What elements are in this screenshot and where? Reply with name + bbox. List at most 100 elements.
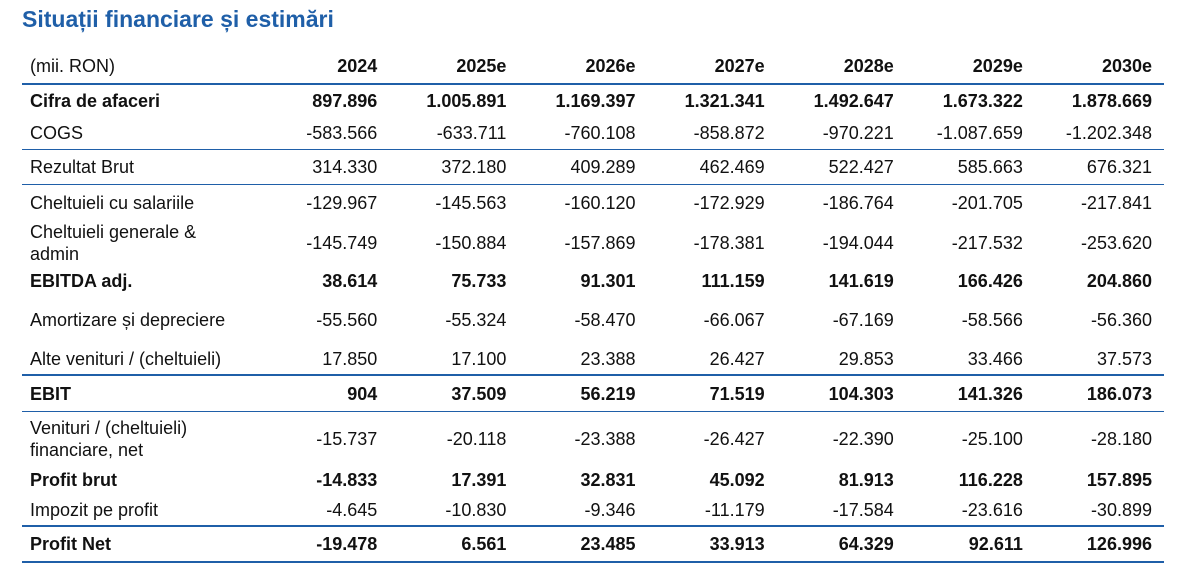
row-label: EBITDA adj. (30, 271, 133, 291)
value-cell: -253.620 (1080, 233, 1152, 253)
table-row: Cifra de afaceri 897.896 1.005.891 1.169.39… (22, 84, 1164, 117)
value-cell: -129.967 (260, 184, 390, 220)
value-cell: 111.159 (701, 271, 765, 291)
row-label: Cifra de afaceri (30, 91, 161, 111)
value-cell: 33.466 (967, 349, 1023, 369)
table-row: COGS -583.566 -633.711 -760.108 -858.872 -970… (22, 117, 1164, 150)
value-cell: 372.180 (389, 149, 519, 185)
value-cell: -10.830 (445, 499, 507, 520)
row-label: Profit Net (22, 525, 261, 563)
value-cell: 897.896 (312, 91, 378, 111)
value-cell: -760.108 (564, 123, 636, 143)
table-row: Cheltuieli generale & admin -145.749 -150.… (22, 220, 1164, 266)
value-cell: -1.087.659 (936, 123, 1023, 143)
row-label: EBIT (22, 374, 261, 412)
table-row: EBITDA adj. 38.614 75.733 91.301 111.159 141.… (22, 266, 1164, 296)
row-label: Amortizare și depreciere (30, 310, 226, 330)
value-cell: -178.381 (693, 233, 765, 253)
value-cell: 141.326 (905, 374, 1035, 412)
value-cell: 204.860 (1086, 271, 1152, 291)
value-cell: -66.067 (703, 310, 765, 330)
value-cell: -970.221 (822, 123, 894, 143)
value-cell: -26.427 (647, 411, 777, 465)
value-cell: 64.329 (776, 525, 906, 563)
value-cell: -150.884 (435, 233, 507, 253)
value-cell: -23.616 (961, 499, 1023, 520)
table-row: EBIT 904 37.509 56.219 71.519 104.303 141.326 1… (22, 374, 1164, 412)
value-cell: 29.853 (838, 349, 894, 369)
header-row: (mii. RON) 2024 2025e 2026e 2027e 2028e … (22, 48, 1164, 85)
value-cell: 17.100 (451, 349, 507, 369)
row-label: Alte venituri / (cheltuieli) (30, 349, 222, 369)
table-row: Cheltuieli cu salariile -129.967 -145.563 -… (22, 184, 1164, 220)
row-label: Impozit pe profit (30, 499, 159, 520)
value-cell: -9.346 (584, 499, 636, 520)
value-cell: -4.645 (326, 499, 378, 520)
value-cell: 522.427 (776, 149, 906, 185)
table-row: Venituri / (cheltuieli) financiare, net -… (22, 411, 1164, 465)
table-row: Impozit pe profit -4.645 -10.830 -9.346 -11.… (22, 494, 1164, 526)
value-cell: 75.733 (451, 271, 507, 291)
value-cell: 71.519 (647, 374, 777, 412)
value-cell: 17.850 (322, 349, 378, 369)
value-cell: 37.573 (1096, 349, 1152, 369)
value-cell: 157.895 (1086, 469, 1152, 490)
value-cell: 116.228 (958, 469, 1023, 490)
value-cell: -186.764 (776, 184, 906, 220)
value-cell: -14.833 (316, 469, 378, 490)
value-cell: -145.563 (389, 184, 519, 220)
value-cell: 91.301 (580, 271, 636, 291)
table-row: Amortizare și depreciere -55.560 -55.324 -5… (22, 296, 1164, 344)
value-cell: -22.390 (776, 411, 906, 465)
value-cell: 1.673.322 (942, 91, 1023, 111)
year-header: 2027e (647, 48, 777, 85)
table-row: Alte venituri / (cheltuieli) 17.850 17.100… (22, 344, 1164, 375)
value-cell: 92.611 (905, 525, 1035, 563)
row-label: Cheltuieli cu salariile (22, 184, 261, 220)
year-header: 2024 (260, 48, 390, 85)
value-cell: 314.330 (260, 149, 390, 185)
value-cell: -23.388 (518, 411, 648, 465)
value-cell: -858.872 (693, 123, 765, 143)
value-cell: 409.289 (518, 149, 648, 185)
value-cell: -55.560 (316, 310, 378, 330)
year-header: 2028e (776, 48, 906, 85)
value-cell: 1.321.341 (684, 91, 765, 111)
row-label: COGS (30, 123, 84, 143)
value-cell: -11.179 (704, 499, 765, 520)
value-cell: -17.584 (832, 499, 894, 520)
value-cell: 81.913 (838, 469, 894, 490)
year-header: 2026e (518, 48, 648, 85)
value-cell: 166.426 (957, 271, 1023, 291)
value-cell: 141.619 (828, 271, 894, 291)
value-cell: 126.996 (1034, 525, 1164, 563)
value-cell: -194.044 (822, 233, 894, 253)
value-cell: -28.180 (1034, 411, 1164, 465)
table-row: Profit brut -14.833 17.391 32.831 45.092 81.9… (22, 465, 1164, 494)
row-label: Venituri / (cheltuieli) financiare, net (22, 411, 261, 465)
value-cell: -58.566 (961, 310, 1023, 330)
value-cell: -19.478 (260, 525, 390, 563)
page-title: Situații financiare și estimări (22, 6, 334, 32)
value-cell: 37.509 (389, 374, 519, 412)
value-cell: 186.073 (1034, 374, 1164, 412)
value-cell: 1.005.891 (426, 91, 507, 111)
value-cell: 104.303 (776, 374, 906, 412)
value-cell: -633.711 (436, 123, 507, 143)
value-cell: 45.092 (709, 469, 765, 490)
value-cell: 33.913 (647, 525, 777, 563)
value-cell: 1.878.669 (1071, 91, 1152, 111)
value-cell: 676.321 (1034, 149, 1164, 185)
value-cell: -20.118 (389, 411, 519, 465)
value-cell: -55.324 (445, 310, 507, 330)
value-cell: 23.388 (580, 349, 636, 369)
value-cell: 23.485 (518, 525, 648, 563)
financial-table: (mii. RON) 2024 2025e 2026e 2027e 2028e … (22, 48, 1164, 563)
value-cell: -25.100 (905, 411, 1035, 465)
value-cell: -67.169 (832, 310, 894, 330)
value-cell: 6.561 (389, 525, 519, 563)
value-cell: -157.869 (564, 233, 636, 253)
value-cell: 17.391 (451, 469, 507, 490)
year-header: 2025e (389, 48, 519, 85)
value-cell: -217.532 (951, 233, 1023, 253)
